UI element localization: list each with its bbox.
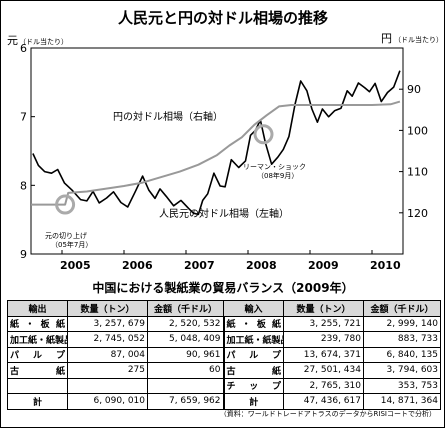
left-axis-unit-sub: （ドル当たり） [19,37,68,46]
table-body: 紙・板紙 3, 257, 679 2, 520, 532 紙・板紙 3, 255, 72… [7,315,441,410]
table-row: 古紙 275 60 古紙 27, 501, 434 3, 794, 603 [7,362,441,379]
table-header-row: 輸出 数量（トン） 金額（千ドル） 輸入 数量（トン） 金額（千ドル） [7,300,441,317]
series-group [31,70,401,216]
table-header-cell: 数量（トン） [283,300,364,317]
table-header-cell: 輸出 [7,300,68,317]
table-cell: 275 [67,362,148,379]
series-line-0 [32,70,401,216]
right-axis: 90 100 110 120 [399,83,428,220]
table-cell: 90, 961 [147,346,224,363]
left-tick-label: 7 [20,111,27,124]
table-cell [147,377,224,394]
left-tick-label: 9 [20,248,27,261]
table-cell: 13, 674, 371 [283,346,364,363]
table-cell: 計 [7,393,68,410]
table-row: チップ 2, 765, 310 353, 753 [7,377,441,394]
x-tick-label: 2008 [246,259,277,272]
yuan-series-label: 人民元の対ドル相場（左軸） [159,207,289,220]
plot-area [30,47,404,255]
table-title-area: 中国における製紙業の貿易バランス（2009年） [92,280,353,295]
x-tick-label: 2006 [122,259,153,272]
series-line-1 [31,100,401,206]
lehman-marker [253,124,274,145]
table-cell: 27, 501, 434 [283,362,364,379]
table-cell: 87, 004 [67,346,148,363]
right-tick-label: 110 [407,166,428,179]
chart-title: 人民元と円の対ドル相場の推移 [118,9,328,27]
right-tick-label: 90 [407,83,421,96]
right-axis-unit: 円 [381,32,392,45]
left-axis-unit: 元 [7,34,18,47]
annotations: 円の対ドル相場（右軸） 人民元の対ドル相場（左軸） リーマン・ショック（08年9月）… [45,110,306,249]
table-cell: 2, 999, 140 [363,315,441,332]
table-cell: 加工紙・紙製品 [222,331,284,348]
table-cell: 6, 840, 135 [363,346,441,363]
table-row: 計 6, 090, 010 7, 659, 962 計 47, 436, 617 14, … [7,393,441,410]
table-header-cell: 数量（トン） [67,300,148,317]
trade-balance-table: 輸出 数量（トン） 金額（千ドル） 輸入 数量（トン） 金額（千ドル） 紙・板紙 3, 25… [7,300,441,410]
revaluation-label: 元の切り上げ [45,231,87,240]
right-tick-label: 120 [407,207,428,220]
x-tick-label: 2005 [60,259,91,272]
table-header-cell: 金額（千ドル） [147,300,224,317]
table-header-cell: 金額（千ドル） [363,300,441,317]
yen-series-label: 円の対ドル相場（右軸） [113,110,223,123]
revaluation-sublabel: （05年7月） [51,240,92,249]
table-cell: パルプ [7,346,68,363]
x-axis: 2005 2006 2007 2008 2009 2010 [30,250,404,272]
table-cell: 353, 753 [363,377,441,394]
table-cell: パルプ [222,346,284,363]
source-note: （資料：ワールドトレードアトラスのデータからRISIコートで分析） [219,410,436,418]
table-cell [67,377,148,394]
table-cell: 古紙 [222,362,284,379]
table-cell: 60 [147,362,224,379]
table-cell: 47, 436, 617 [283,393,364,410]
right-tick-label: 100 [407,124,428,137]
table-cell: 2, 765, 310 [283,377,364,394]
table-title: 中国における製紙業の貿易バランス（2009年） [92,280,353,295]
left-tick-label: 8 [20,179,27,192]
table-cell: 2, 520, 532 [147,315,224,332]
right-axis-unit-sub: （ドル当たり） [394,35,443,44]
table-header-cell: 輸入 [223,300,284,317]
trade-balance-table-wrap: 輸出 数量（トン） 金額（千ドル） 輸入 数量（トン） 金額（千ドル） 紙・板紙 3, 25… [7,300,441,410]
table-cell: 加工紙・紙製品 [7,331,68,348]
table-row: 紙・板紙 3, 257, 679 2, 520, 532 紙・板紙 3, 255, 72… [7,315,441,332]
table-cell: 883, 733 [363,331,441,348]
table-cell: 239, 780 [283,331,364,348]
table-cell: 紙・板紙 [222,315,284,332]
table-cell: 3, 255, 721 [283,315,364,332]
lehman-label: リーマン・ショック [243,163,306,171]
table-row: 加工紙・紙製品 2, 745, 052 5, 048, 409 加工紙・紙製品 239,… [7,331,441,348]
table-cell: 7, 659, 962 [147,393,224,410]
table-cell: 5, 048, 409 [147,331,224,348]
left-tick-label: 6 [20,42,27,55]
lehman-sublabel: （08年9月） [257,171,298,180]
x-tick-label: 2007 [184,259,215,272]
exchange-rate-chart: 人民元と円の対ドル相場の推移 元 （ドル当たり） 円 （ドル当たり） 6789 … [7,9,443,272]
table-cell [7,377,68,394]
x-tick-label: 2009 [308,259,339,272]
table-cell: チップ [222,377,284,394]
table-cell: 14, 871, 364 [363,393,441,410]
table-cell: 計 [222,393,284,410]
table-cell: 紙・板紙 [7,315,68,332]
table-cell: 3, 794, 603 [363,362,441,379]
revaluation-marker [55,194,76,215]
table-cell: 古紙 [7,362,68,379]
table-cell: 3, 257, 679 [67,315,148,332]
x-tick-label: 2010 [370,259,401,272]
table-cell: 6, 090, 010 [67,393,148,410]
left-axis: 6 7 8 9 [20,42,35,261]
table-cell: 2, 745, 052 [67,331,148,348]
table-row: パルプ 87, 004 90, 961 パルプ 13, 674, 371 6, 840, … [7,346,441,363]
